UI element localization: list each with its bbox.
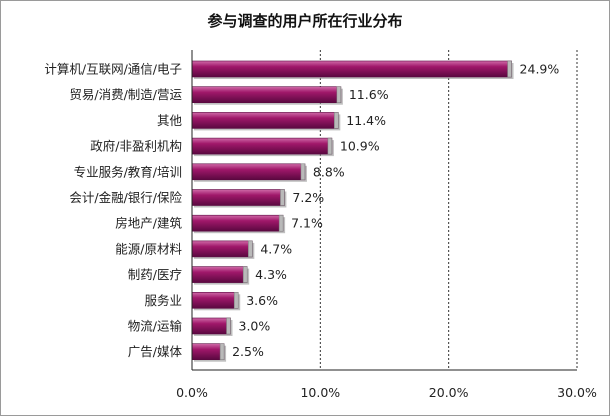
category-label: 服务业 xyxy=(144,293,182,308)
category-label: 专业服务/教育/培训 xyxy=(74,164,182,179)
bar xyxy=(191,60,512,78)
category-label: 物流/运输 xyxy=(128,319,183,334)
category-label: 房地产/建筑 xyxy=(115,216,182,231)
bar-end-cap xyxy=(219,343,225,360)
value-label: 4.7% xyxy=(260,241,292,256)
labels-layer: 计算机/互联网/通信/电子 24.9% 贸易/消费/制造/营运 11.6% 其他 11.4… xyxy=(44,62,559,360)
value-label: 3.6% xyxy=(246,293,278,308)
category-label: 其他 xyxy=(157,113,183,128)
bar-end-cap xyxy=(334,112,339,129)
bar xyxy=(191,291,239,309)
category-label: 计算机/互联网/通信/电子 xyxy=(44,62,182,77)
value-label: 2.5% xyxy=(232,344,264,359)
category-label: 贸易/消费/制造/营运 xyxy=(69,87,182,102)
bar-end-cap xyxy=(242,266,248,283)
chart-title: 参与调查的用户所在行业分布 xyxy=(207,12,403,30)
value-label: 8.8% xyxy=(313,164,345,179)
bar xyxy=(191,112,339,129)
value-label: 10.9% xyxy=(340,139,380,154)
x-tick-label: 20.0% xyxy=(429,385,469,400)
bar xyxy=(191,137,333,155)
value-label: 11.6% xyxy=(349,87,389,102)
value-label: 11.4% xyxy=(346,113,386,128)
bar xyxy=(191,86,342,103)
bar-end-cap xyxy=(280,189,285,206)
value-label: 4.3% xyxy=(255,267,287,282)
bar-end-cap xyxy=(300,163,306,181)
x-tick-label: 30.0% xyxy=(557,385,597,400)
value-label: 7.1% xyxy=(291,216,323,231)
category-label: 广告/媒体 xyxy=(128,344,183,359)
bar xyxy=(191,343,225,361)
value-label: 7.2% xyxy=(292,190,324,205)
category-label: 制药/医疗 xyxy=(128,267,182,282)
bar xyxy=(191,214,284,232)
bar-end-cap xyxy=(327,137,333,155)
bar xyxy=(191,240,253,258)
bar-end-cap xyxy=(336,86,342,103)
x-tick-label: 0.0% xyxy=(176,385,208,400)
category-label: 会计/金融/银行/保险 xyxy=(69,190,182,205)
bar-end-cap xyxy=(507,60,512,78)
value-label: 24.9% xyxy=(520,62,560,77)
bar-end-cap xyxy=(278,214,284,232)
axis-layer: 0.0% 10.0% 20.0% 30.0% xyxy=(176,50,597,400)
bars-layer xyxy=(191,60,514,362)
bar-end-cap xyxy=(248,240,253,258)
category-label: 能源/原材料 xyxy=(115,241,182,256)
value-label: 3.0% xyxy=(239,319,271,334)
bar-end-cap xyxy=(226,317,231,335)
x-tick-label: 10.0% xyxy=(300,385,340,400)
bar xyxy=(191,189,285,206)
category-label: 政府/非盈利机构 xyxy=(90,139,182,154)
bar xyxy=(191,266,248,283)
bar xyxy=(191,317,231,335)
bar xyxy=(191,163,306,181)
bar-end-cap xyxy=(233,292,239,309)
